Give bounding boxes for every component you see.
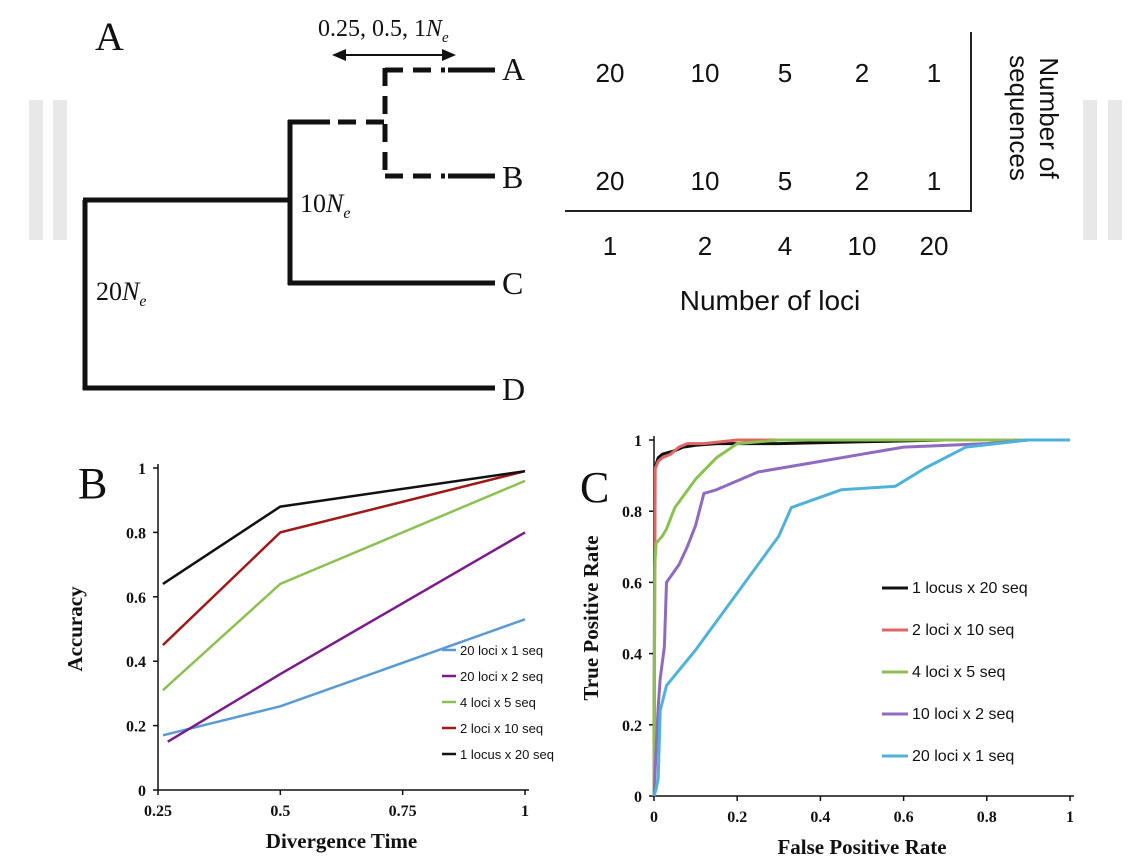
legend-entry: 20 loci x 1 seq — [912, 748, 1014, 765]
node-time-value: 10 — [300, 189, 326, 218]
node-time-sub: e — [139, 293, 146, 310]
y-tick-label: 0.8 — [126, 525, 146, 542]
node-time-value: 20 — [96, 277, 122, 306]
time-range-label: 0.25, 0.5, 1Ne — [318, 16, 449, 46]
tip-label-b: B — [502, 159, 523, 195]
y-tick-label: 0.4 — [622, 647, 642, 664]
y-axis-label: Accuracy — [63, 586, 87, 672]
time-range-n: N — [425, 16, 444, 42]
series-line-2 — [162, 479, 526, 692]
arrow-head-left — [332, 49, 346, 61]
x-tick-label: 0.8 — [977, 809, 997, 826]
sequence-count: 5 — [778, 166, 792, 196]
time-range-values: 0.25, 0.5, 1 — [318, 16, 426, 42]
legend-entry: 1 locus x 20 seq — [912, 580, 1028, 597]
sequence-count: 1 — [927, 58, 941, 88]
legend-entry: 20 loci x 1 seq — [460, 643, 543, 658]
x-tick-label: 0.25 — [144, 803, 172, 820]
tip-label-c: C — [502, 265, 523, 301]
y-tick-label: 0 — [138, 783, 146, 800]
node-time-n: N — [121, 277, 141, 306]
x-tick-label: 0.6 — [894, 809, 914, 826]
loci-count: 10 — [848, 231, 877, 261]
series-line-3 — [652, 438, 1070, 797]
panel-b-label: B — [78, 459, 107, 508]
sequences-axis-label: Number ofsequences — [1004, 55, 1064, 181]
sequence-count: 20 — [596, 166, 625, 196]
y-tick-label: 0.8 — [622, 504, 642, 521]
series-line-1 — [167, 531, 526, 743]
x-tick-label: 0 — [650, 809, 658, 826]
legend-entry: 4 loci x 5 seq — [460, 695, 536, 710]
legend-entry: 2 loci x 10 seq — [912, 622, 1014, 639]
y-tick-label: 0 — [634, 789, 642, 806]
sequence-count: 2 — [855, 58, 869, 88]
y-tick-label: 0.2 — [126, 719, 146, 736]
tip-label-d: D — [502, 371, 525, 407]
sequence-count: 10 — [691, 166, 720, 196]
legend-entry: 10 loci x 2 seq — [912, 706, 1014, 723]
y-tick-label: 1 — [138, 461, 146, 478]
panel-c-roc-chart: C 0 0.2 0.4 0.6 0.8 1 0 0.2 0.4 0.6 0.8 1 False Posit… — [579, 433, 1074, 859]
y-axis-label: True Positive Rate — [579, 535, 603, 700]
node-time-sub: e — [343, 205, 350, 222]
legend-entry: 20 loci x 2 seq — [460, 669, 543, 684]
x-axis-label: False Positive Rate — [777, 835, 946, 859]
x-axis-label: Divergence Time — [266, 829, 417, 853]
sequence-count: 2 — [855, 166, 869, 196]
sequences-axis-line: Number of — [1034, 57, 1064, 179]
sequence-count: 5 — [778, 58, 792, 88]
series-line-2 — [652, 438, 1070, 797]
panel-a-label: A — [95, 14, 124, 59]
y-tick-label: 0.4 — [126, 654, 146, 671]
legend-entry: 4 loci x 5 seq — [912, 664, 1005, 681]
series-line-4 — [652, 438, 1070, 797]
panel-c-label: C — [580, 463, 609, 512]
panel-b-accuracy-chart: B 0.25 0.5 0.75 1 0 0.2 0.4 0.6 0.8 1 Divergence Ti… — [63, 459, 554, 853]
series-line-1 — [652, 438, 1070, 797]
series-line-4 — [162, 469, 526, 585]
time-range-sub: e — [442, 30, 449, 46]
sequence-count: 20 — [596, 58, 625, 88]
y-tick-label: 1 — [634, 433, 642, 450]
tip-label-a: A — [502, 51, 525, 87]
x-tick-label: 0.2 — [727, 809, 747, 826]
loci-count: 4 — [778, 231, 792, 261]
y-tick-label: 0.6 — [622, 575, 642, 592]
series-line-3 — [162, 469, 526, 647]
node-time-label: 20Ne — [96, 277, 146, 310]
arrow-head-right — [442, 49, 456, 61]
x-tick-label: 1 — [521, 803, 529, 820]
y-tick-label: 0.6 — [126, 590, 146, 607]
x-tick-label: 0.75 — [389, 803, 417, 820]
legend-entry: 2 loci x 10 seq — [460, 721, 543, 736]
y-tick-label: 0.2 — [622, 718, 642, 735]
loci-axis-label: Number of loci — [680, 285, 861, 316]
legend-entry: 1 locus x 20 seq — [460, 747, 554, 762]
loci-count: 2 — [698, 231, 712, 261]
x-tick-label: 1 — [1066, 809, 1074, 826]
series-line-0 — [162, 618, 526, 737]
sequence-count: 1 — [927, 166, 941, 196]
loci-count: 1 — [603, 231, 617, 261]
node-time-label: 10Ne — [300, 189, 350, 222]
x-tick-label: 0.5 — [270, 803, 290, 820]
node-time-n: N — [325, 189, 345, 218]
sequences-axis-line: sequences — [1004, 55, 1034, 181]
x-tick-label: 0.4 — [810, 809, 830, 826]
sequence-count: 10 — [691, 58, 720, 88]
loci-count: 20 — [920, 231, 949, 261]
series-line-0 — [652, 438, 1070, 797]
